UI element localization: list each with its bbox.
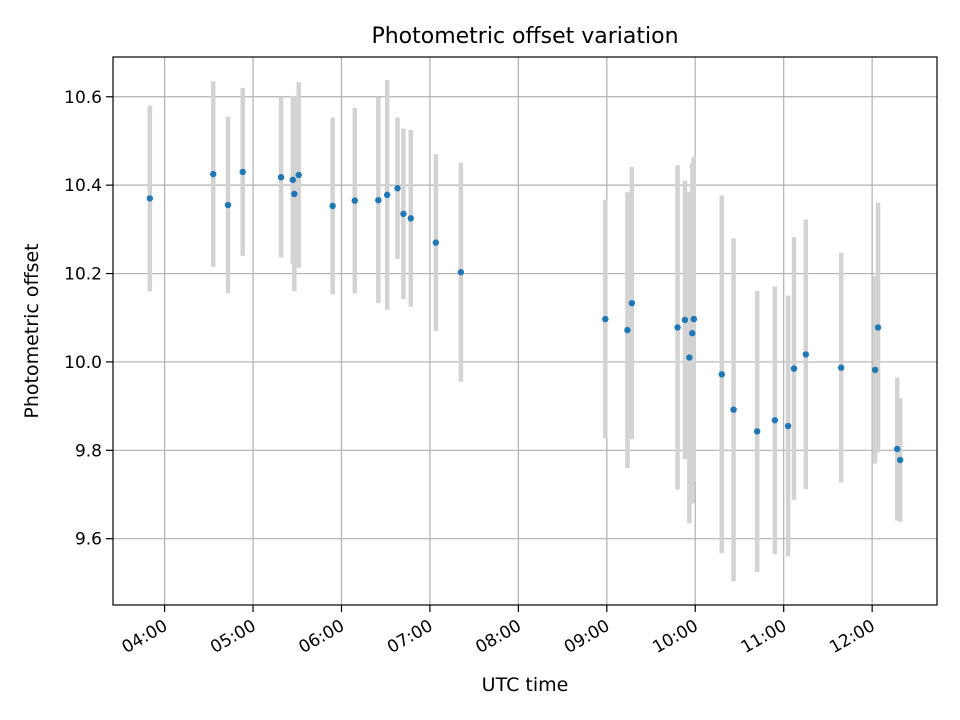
y-tick-label: 10.2 [64,265,102,285]
data-point [784,422,792,430]
grid [113,57,937,605]
data-point [351,197,358,204]
data-point [674,324,681,331]
data-point [686,354,693,361]
data-point [771,417,779,424]
data-point [624,326,631,334]
data-point [457,269,465,276]
data-point [432,239,440,246]
data-point [628,299,636,307]
data-point [753,428,761,435]
axes-frame [112,56,938,606]
y-tick-label: 10.0 [64,353,102,373]
x-axis-label: UTC time [482,674,569,696]
data-point [837,364,845,371]
data-point [689,330,696,337]
data-point [894,445,901,453]
y-tick-label: 9.8 [75,441,102,461]
y-tick-label: 10.4 [64,176,102,196]
plot-area [113,57,937,605]
data-point [329,202,336,210]
data-point [602,315,609,323]
data-point [210,170,217,178]
data-point [239,168,246,176]
data-points [146,168,904,464]
y-tick-label: 9.6 [75,530,102,550]
data-point [394,185,401,192]
data-point [224,201,232,209]
y-axis-ticks: 9.6 9.8 10.0 10.2 10.4 10.6 [64,88,113,550]
data-point [375,196,382,204]
y-tick-label: 10.6 [64,88,102,108]
data-point [295,171,302,179]
data-point [291,190,298,198]
data-point [802,351,810,358]
y-axis-label: Photometric offset [21,243,43,418]
data-point [400,210,407,218]
data-point [681,316,689,324]
data-point [871,366,879,374]
data-point [277,174,285,181]
data-point [874,324,882,331]
data-point [383,191,391,199]
data-point [730,406,737,413]
data-point [289,176,297,184]
data-point [146,195,154,202]
data-point [690,315,697,323]
chart-title: Photometric offset variation [371,24,678,49]
data-point [896,456,904,464]
data-point [407,215,414,222]
data-point [718,371,725,378]
data-point [790,365,798,372]
